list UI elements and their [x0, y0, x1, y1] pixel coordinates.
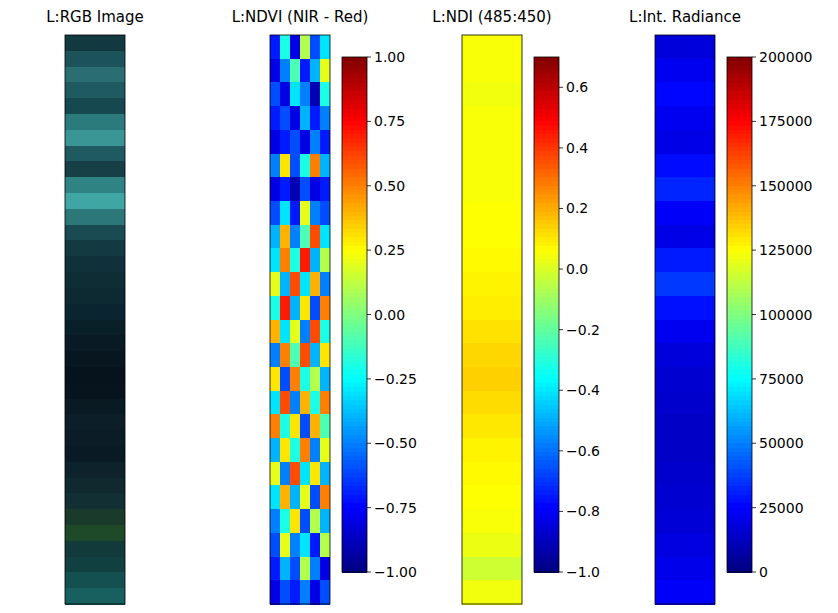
svg-text:0.25: 0.25: [374, 242, 405, 258]
svg-text:L:Int. Radiance: L:Int. Radiance: [629, 8, 741, 26]
svg-text:0.4: 0.4: [566, 140, 588, 156]
svg-text:−1.0: −1.0: [566, 564, 600, 580]
svg-text:L:NDVI (NIR - Red): L:NDVI (NIR - Red): [232, 8, 369, 26]
svg-text:−1.00: −1.00: [374, 564, 417, 580]
svg-text:0.50: 0.50: [374, 178, 405, 194]
svg-text:L:NDI (485:450): L:NDI (485:450): [432, 8, 551, 26]
svg-text:L:RGB Image: L:RGB Image: [46, 8, 144, 26]
svg-text:200000: 200000: [759, 49, 812, 65]
svg-text:0.0: 0.0: [566, 261, 588, 277]
svg-text:50000: 50000: [759, 435, 804, 451]
svg-text:0.75: 0.75: [374, 113, 405, 129]
svg-text:0.00: 0.00: [374, 307, 405, 323]
svg-text:125000: 125000: [759, 242, 812, 258]
svg-text:100000: 100000: [759, 307, 812, 323]
svg-text:75000: 75000: [759, 371, 804, 387]
svg-text:−0.50: −0.50: [374, 435, 417, 451]
svg-text:−0.75: −0.75: [374, 500, 417, 516]
svg-text:−0.8: −0.8: [566, 503, 600, 519]
svg-text:25000: 25000: [759, 500, 804, 516]
svg-text:1.00: 1.00: [374, 49, 405, 65]
svg-text:0: 0: [759, 564, 768, 580]
svg-text:−0.2: −0.2: [566, 322, 600, 338]
svg-text:−0.25: −0.25: [374, 371, 417, 387]
svg-text:175000: 175000: [759, 113, 812, 129]
svg-text:150000: 150000: [759, 178, 812, 194]
svg-text:−0.6: −0.6: [566, 443, 600, 459]
svg-text:0.6: 0.6: [566, 79, 588, 95]
svg-text:−0.4: −0.4: [566, 382, 600, 398]
svg-text:0.2: 0.2: [566, 200, 588, 216]
